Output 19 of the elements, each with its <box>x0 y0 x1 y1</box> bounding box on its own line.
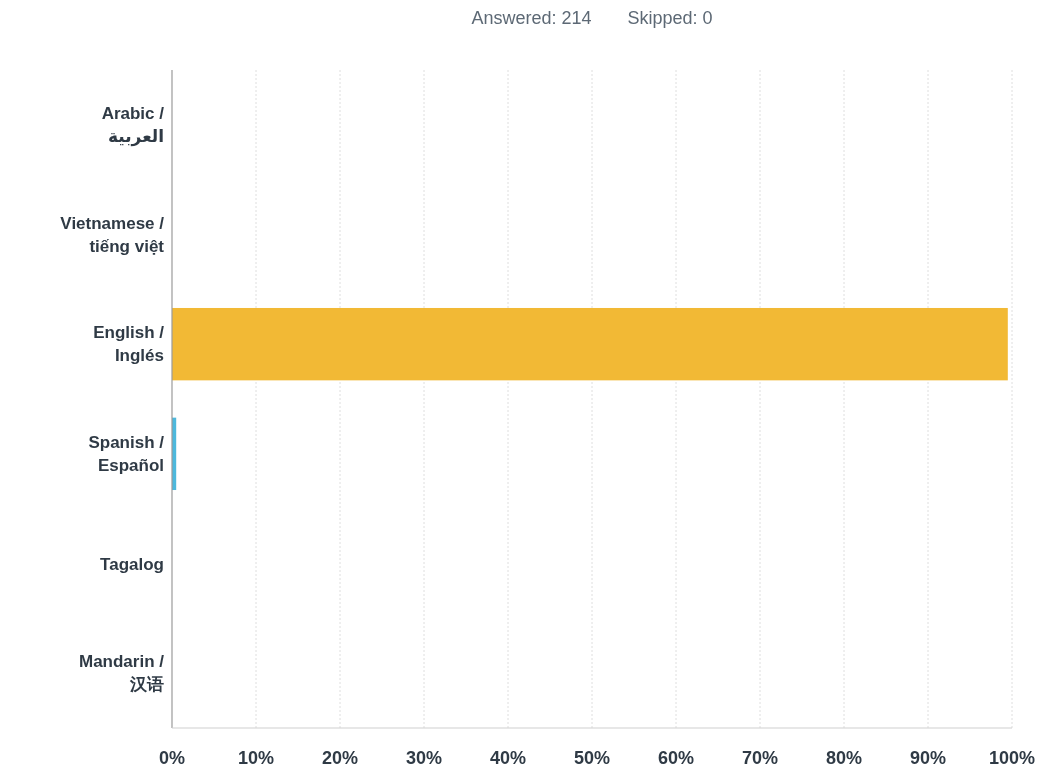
x-tick-label: 70% <box>742 748 778 768</box>
x-tick-label: 0% <box>159 748 185 768</box>
x-tick-label: 50% <box>574 748 610 768</box>
x-tick-label: 80% <box>826 748 862 768</box>
category-label: Spanish / Español <box>87 431 164 477</box>
x-tick-label: 30% <box>406 748 442 768</box>
x-tick-label: 20% <box>322 748 358 768</box>
category-label: Tagalog <box>100 553 164 575</box>
x-tick-label: 40% <box>490 748 526 768</box>
x-tick-label: 90% <box>910 748 946 768</box>
x-tick-label: 100% <box>989 748 1035 768</box>
category-label: Arabic / العربية <box>100 102 164 148</box>
category-label: Mandarin / 汉语 <box>78 651 164 697</box>
x-tick-label: 60% <box>658 748 694 768</box>
x-tick-label: 10% <box>238 748 274 768</box>
annotation: Answered: 214 <box>471 8 592 29</box>
annotation: Skipped: 0 <box>627 8 713 29</box>
category-label: English / Inglés <box>92 322 164 368</box>
category-label: Vietnamese / tiếng việt <box>59 212 164 258</box>
